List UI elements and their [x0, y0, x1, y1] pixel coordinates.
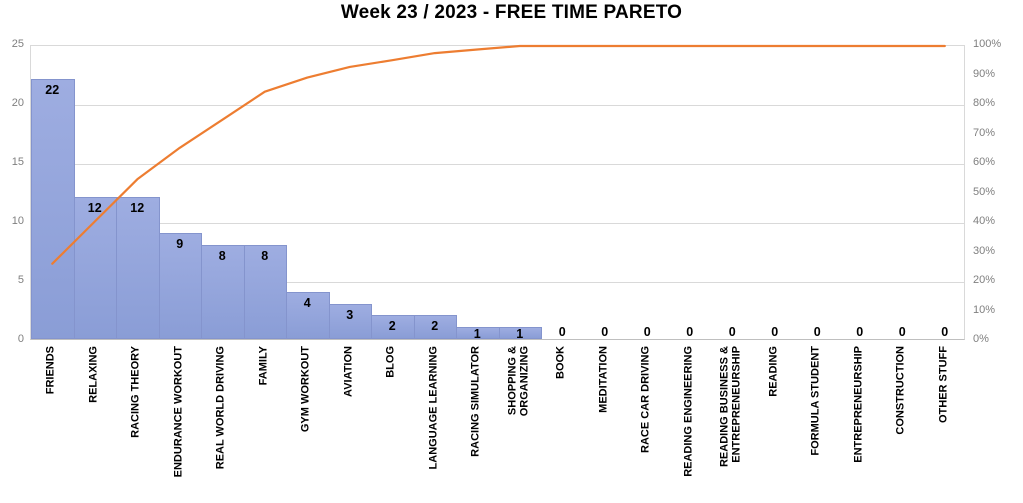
- bar: [73, 197, 117, 339]
- gridline: [31, 164, 964, 165]
- x-axis-label-text: LANGUAGE LEARNING: [426, 346, 439, 470]
- x-axis-label: BOOK: [540, 346, 583, 503]
- x-axis-label-text: SHOPPING & ORGANIZING: [505, 346, 530, 417]
- y-axis-right-tick: 100%: [973, 38, 1002, 50]
- bar-value-label: 0: [898, 325, 906, 339]
- x-axis-label: FRIENDS: [30, 346, 73, 503]
- x-axis-label-text: READING: [766, 346, 779, 397]
- y-axis-left-tick: 15: [11, 156, 24, 168]
- x-axis-label: SHOPPING & ORGANIZING: [498, 346, 541, 503]
- bar-value-label: 8: [261, 248, 269, 263]
- bar-value-label: 0: [941, 325, 949, 339]
- bar-value-label: 22: [45, 83, 60, 98]
- plot-area: 22 12 12 9 8 8 4 3 2 2 1 1 0 0 0 0 0 0 0 0 0 0: [30, 44, 965, 342]
- x-axis-label: MEDITATION: [583, 346, 626, 503]
- bar: [498, 327, 542, 339]
- bar-value-label: 8: [218, 248, 226, 263]
- x-axis-label-text: CONSTRUCTION: [894, 346, 907, 435]
- x-axis-label: RACING THEORY: [115, 346, 158, 503]
- bar-value-label: 0: [728, 325, 736, 339]
- gridline: [31, 105, 964, 106]
- y-axis-left-tick: 10: [11, 215, 24, 227]
- x-axis-label-text: READING BUSINESS & ENTREPRENEURSHIP: [718, 346, 743, 468]
- y-axis-left-tick: 5: [17, 274, 24, 286]
- bar-value-label: 12: [87, 201, 102, 216]
- bar: [116, 197, 160, 339]
- y-axis-right-tick: 80%: [973, 97, 996, 109]
- x-axis-label-text: BOOK: [554, 346, 567, 379]
- x-axis-label: READING BUSINESS & ENTREPRENEURSHIP: [710, 346, 753, 503]
- bar: [31, 79, 75, 339]
- x-axis-label-text: ENDURANCE WORKOUT: [171, 346, 184, 478]
- bar: [328, 303, 372, 339]
- y-axis-left-tick: 0: [17, 333, 24, 345]
- x-axis-label-text: OTHER STUFF: [936, 346, 949, 423]
- y-axis-left-tick: 25: [11, 38, 24, 50]
- y-axis-right-tick: 40%: [973, 215, 996, 227]
- x-axis-label: RACE CAR DRIVING: [625, 346, 668, 503]
- y-axis-right-tick: 50%: [973, 185, 996, 198]
- gridline: [31, 223, 964, 224]
- x-axis-label: ENTREPRENEURSHIP: [838, 346, 881, 503]
- y-axis-right-tick: 90%: [973, 67, 996, 80]
- bar-value-label: 12: [130, 201, 145, 216]
- x-axis-label-text: FAMILY: [256, 346, 269, 386]
- x-axis-label-text: REAL WORLD DRIVING: [214, 346, 227, 470]
- y-axis-left-tick: 20: [11, 97, 24, 109]
- x-axis-label: REAL WORLD DRIVING: [200, 346, 243, 503]
- bar-value-label: 0: [813, 325, 821, 339]
- y-axis-right-tick: 0%: [973, 333, 989, 345]
- chart-title: Week 23 / 2023 - FREE TIME PARETO: [340, 2, 683, 23]
- bar-value-label: 0: [558, 325, 566, 339]
- bar-value-label: 0: [643, 325, 651, 339]
- x-axis-label-text: FRIENDS: [44, 346, 57, 395]
- bar-value-label: 2: [388, 319, 396, 334]
- x-axis-label-text: RACING THEORY: [129, 346, 142, 438]
- bar-value-label: 0: [856, 325, 864, 339]
- x-axis-label: CONSTRUCTION: [880, 346, 923, 503]
- gridline: [31, 282, 964, 283]
- x-axis-label-text: RACE CAR DRIVING: [639, 346, 652, 453]
- x-axis-label: ENDURANCE WORKOUT: [158, 346, 201, 503]
- x-axis-label: READING: [753, 346, 796, 503]
- cumulative-polyline: [51, 44, 946, 265]
- x-axis-label-text: GYM WORKOUT: [299, 346, 312, 433]
- x-axis-label: RELAXING: [73, 346, 116, 503]
- x-axis-label: LANGUAGE LEARNING: [413, 346, 456, 503]
- bar-value-label: 3: [346, 307, 354, 322]
- y-axis-right-tick: 20%: [973, 274, 996, 286]
- x-axis-label-text: RACING SIMULATOR: [469, 346, 482, 457]
- x-axis-label: FAMILY: [243, 346, 286, 503]
- y-axis-right-tick: 70%: [973, 126, 996, 139]
- x-axis-label: BLOG: [370, 346, 413, 503]
- x-axis-labels: FRIENDS RELAXING RACING THEORY ENDURANCE WO…: [30, 346, 965, 503]
- x-axis-label-text: BLOG: [384, 346, 397, 378]
- bar-value-label: 0: [771, 325, 779, 339]
- x-axis-label-text: RELAXING: [86, 346, 99, 403]
- x-axis-label-text: MEDITATION: [596, 346, 609, 413]
- y-axis-right-tick: 10%: [973, 303, 996, 316]
- x-axis-label-text: FORMULA STUDENT: [809, 346, 822, 456]
- y-axis-right-tick: 60%: [973, 156, 996, 168]
- x-axis-label: OTHER STUFF: [923, 346, 966, 503]
- x-axis-label-text: AVIATION: [341, 346, 354, 397]
- bar-value-label: 0: [686, 325, 694, 339]
- x-axis-label: READING ENGINEERING: [668, 346, 711, 503]
- x-axis-label: AVIATION: [328, 346, 371, 503]
- x-axis-label-text: ENTREPRENEURSHIP: [851, 346, 864, 463]
- bar-value-label: 9: [176, 236, 184, 251]
- x-axis-label: GYM WORKOUT: [285, 346, 328, 503]
- bar-value-label: 0: [601, 325, 609, 339]
- bar-value-label: 1: [473, 327, 481, 342]
- bar: [286, 291, 330, 339]
- x-axis-label: RACING SIMULATOR: [455, 346, 498, 503]
- x-axis-label: FORMULA STUDENT: [795, 346, 838, 503]
- x-axis-label-text: READING ENGINEERING: [681, 346, 694, 477]
- y-axis-right-tick: 30%: [973, 244, 996, 257]
- bar-value-label: 2: [431, 319, 439, 334]
- bar-value-label: 1: [516, 327, 524, 342]
- bar-value-label: 4: [303, 295, 311, 310]
